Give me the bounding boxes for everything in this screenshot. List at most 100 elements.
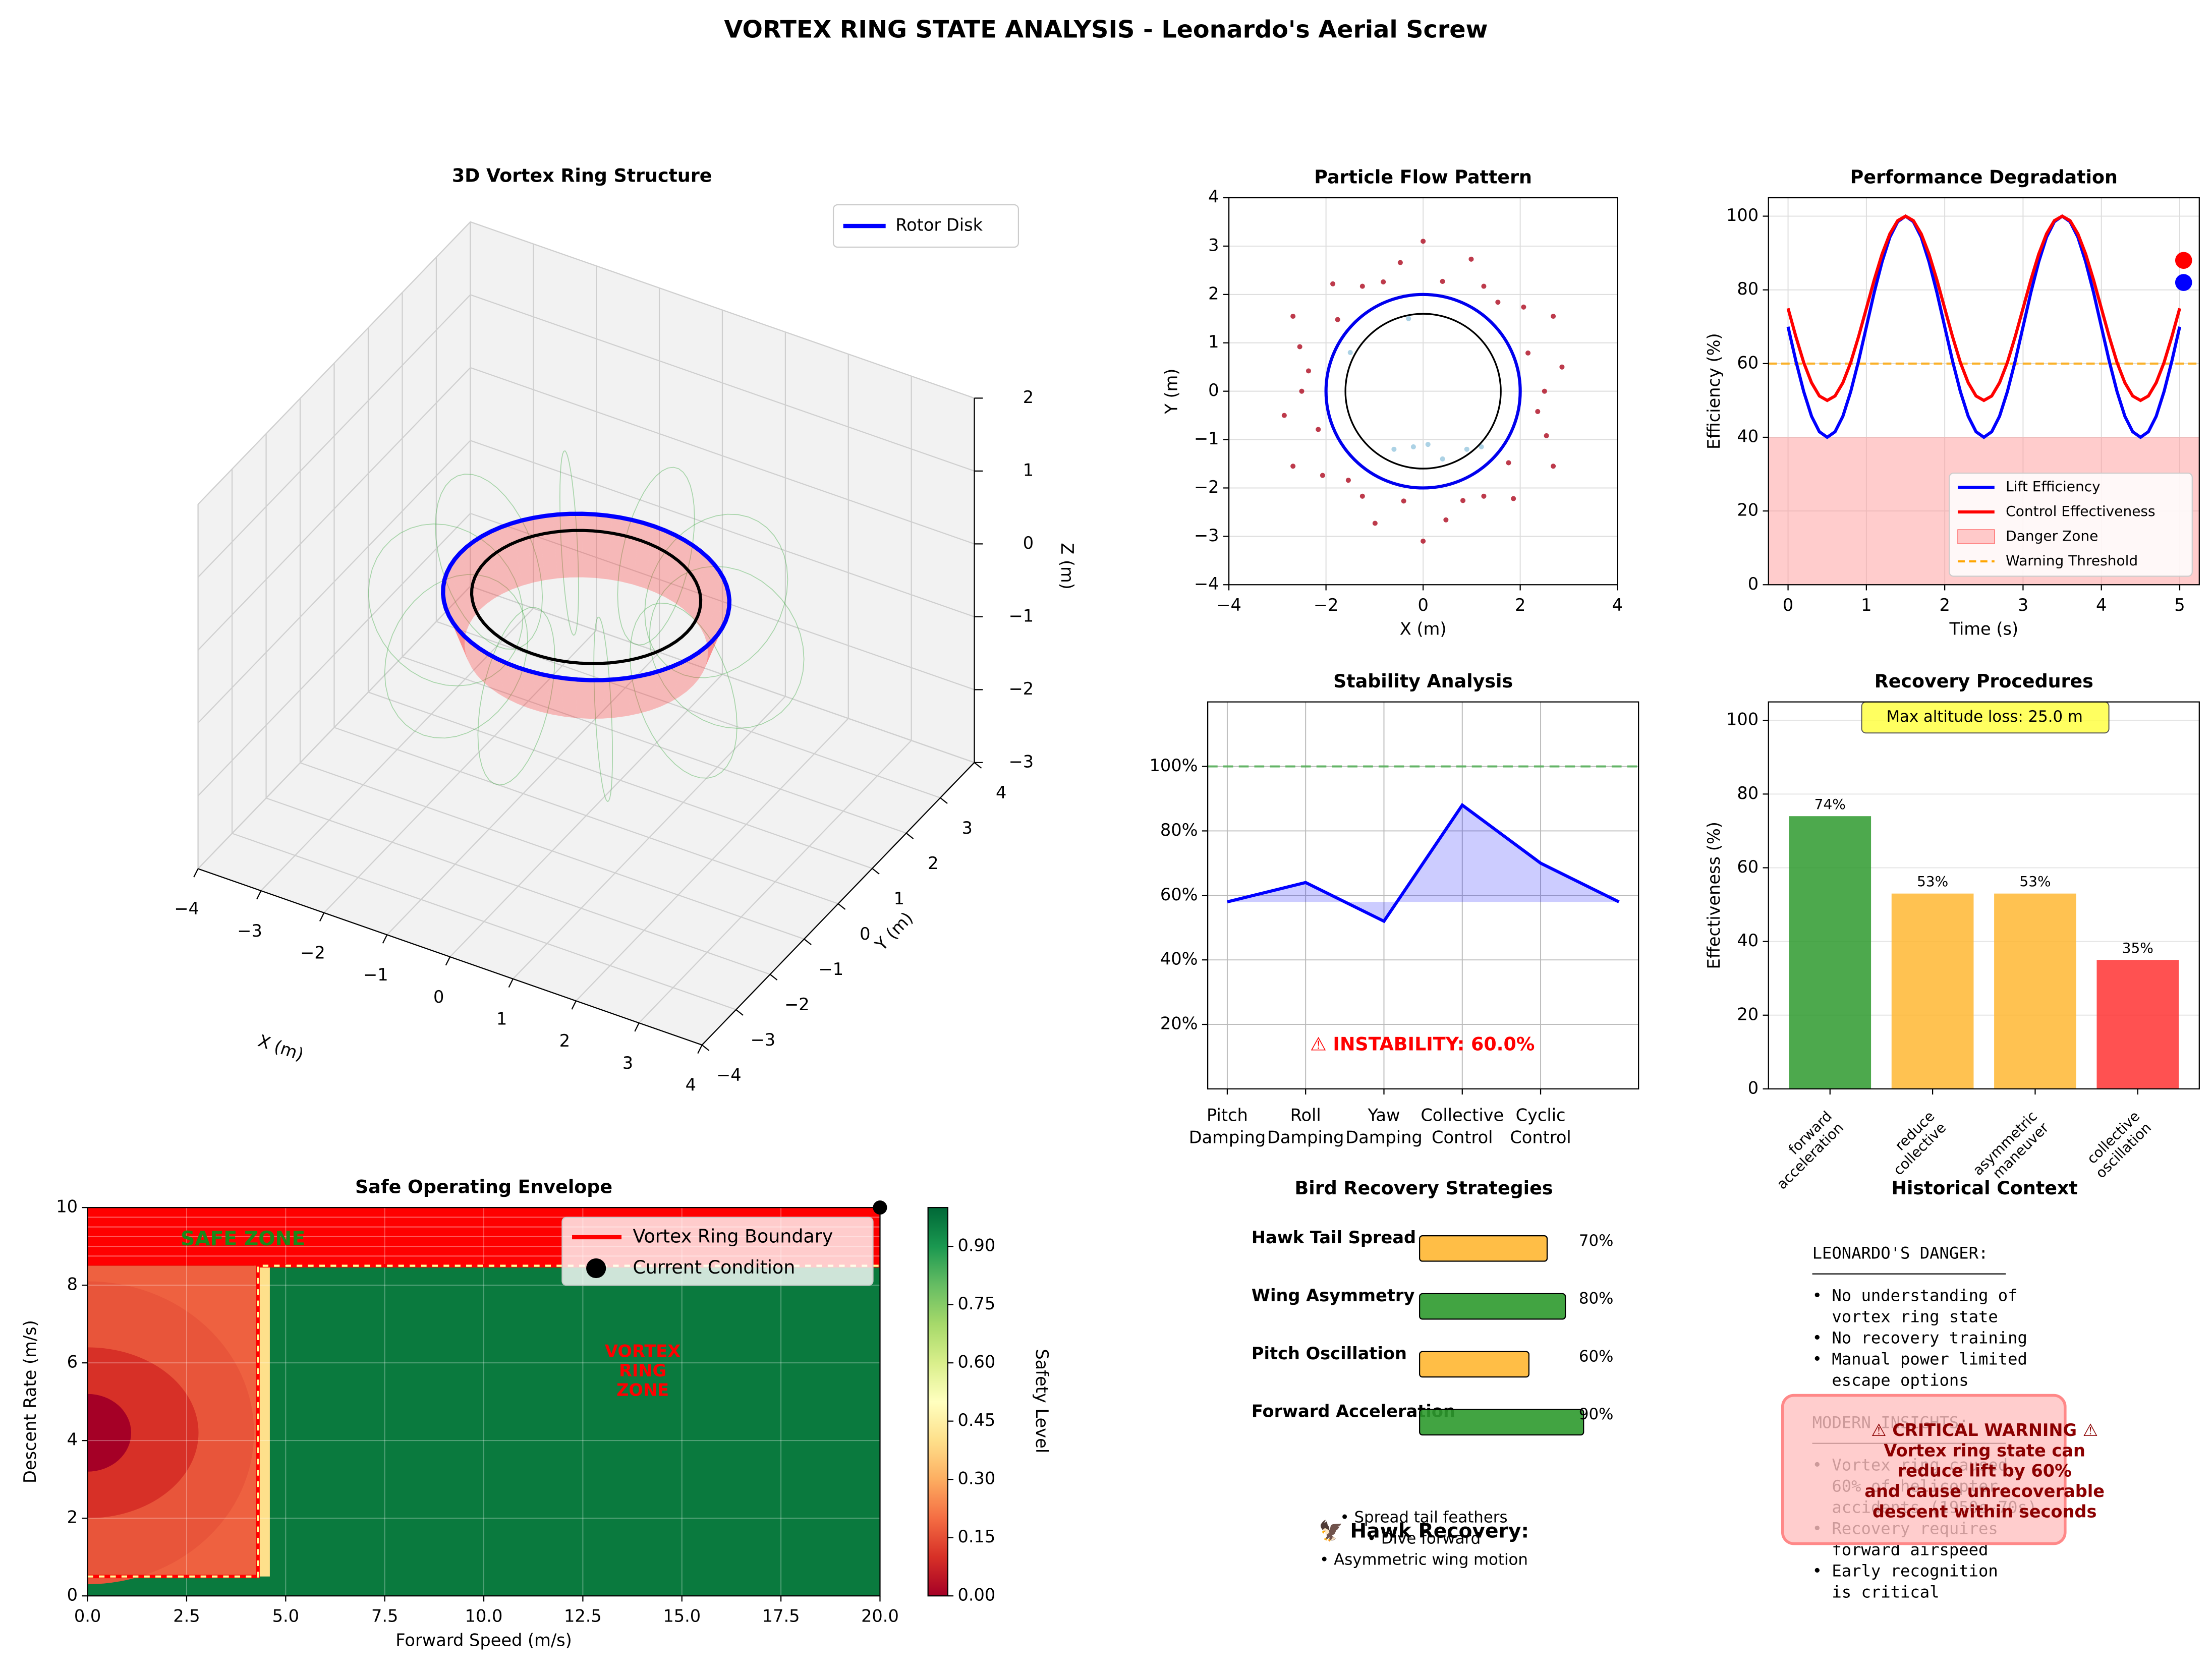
text-line: RING xyxy=(619,1360,666,1380)
y-tick-label: 60 xyxy=(1737,353,1759,372)
y-tick-label: −3 xyxy=(751,1030,776,1050)
particle xyxy=(1481,493,1487,499)
x-tick-label: 2 xyxy=(559,1031,570,1051)
particle xyxy=(1299,388,1304,394)
particle xyxy=(1421,538,1426,544)
vortex-sheet xyxy=(704,582,728,643)
particle xyxy=(1391,446,1397,452)
annotation: ⚠ INSTABILITY: 60.0% xyxy=(1310,1033,1535,1055)
y-tick xyxy=(769,973,778,980)
vortex-sheet xyxy=(639,670,661,714)
y-tick-label: 4 xyxy=(1208,187,1219,207)
axes-title: Performance Degradation xyxy=(1850,166,2118,188)
legend-box xyxy=(1949,472,2193,577)
vortex-sheet xyxy=(518,667,540,712)
streamline xyxy=(435,474,543,650)
x-tick xyxy=(697,1045,703,1054)
streamline xyxy=(644,513,788,678)
context-line: is critical xyxy=(1812,1583,1940,1602)
text-line: ZONE xyxy=(616,1380,669,1400)
colorbar-label: Safety Level xyxy=(1032,1349,1052,1453)
grid-line xyxy=(470,294,975,472)
x-tick-label: 15.0 xyxy=(663,1606,701,1626)
axis-line xyxy=(701,762,975,1046)
z-tick-label: −1 xyxy=(1009,606,1034,625)
x-tick-label: Roll Damping xyxy=(1267,1105,1344,1147)
particle xyxy=(1359,493,1365,499)
axes-title: 3D Vortex Ring Structure xyxy=(452,165,712,187)
axes-title: Stability Analysis xyxy=(1333,670,1513,692)
z-tick-label: 2 xyxy=(1023,387,1034,407)
vortex-sheet xyxy=(477,533,502,599)
x-tick-label: 7.5 xyxy=(371,1606,398,1626)
legend-label: Control Effectiveness xyxy=(2006,503,2155,519)
colorbar-tick-label: 0.00 xyxy=(957,1585,995,1605)
vortex-sheet xyxy=(699,625,724,679)
text-line: Collective xyxy=(1421,1105,1504,1125)
text-line: and cause unrecoverable xyxy=(1864,1481,2105,1501)
x-tick xyxy=(382,934,388,944)
x-tick-label: 0 xyxy=(433,987,444,1007)
vortex-sheet xyxy=(589,680,605,719)
x-tick-label: Cyclic Control xyxy=(1510,1105,1571,1147)
x-tick xyxy=(319,912,325,922)
x-tick-label: Pitch Damping xyxy=(1189,1105,1266,1147)
context-line: vortex ring state xyxy=(1812,1307,1998,1326)
grid-line xyxy=(197,586,471,870)
x-tick-label: Yaw Damping xyxy=(1345,1105,1422,1147)
hawk-item: • Spread tail feathers xyxy=(1340,1509,1508,1527)
vortex-sheet xyxy=(701,574,725,636)
grid-line xyxy=(368,691,873,869)
bar-category: Hawk Tail Spread xyxy=(1252,1228,1416,1247)
vortex-sheet xyxy=(457,628,483,681)
y-tick xyxy=(940,797,948,804)
vortex-sheet xyxy=(602,679,620,719)
text-line: Damping xyxy=(1267,1127,1344,1147)
particle xyxy=(1401,498,1406,504)
bar-category: Wing Asymmetry xyxy=(1252,1286,1415,1305)
y-tick-label: 8 xyxy=(67,1275,78,1294)
particle xyxy=(1440,278,1445,284)
series-line xyxy=(1227,802,1620,923)
grid-line xyxy=(266,797,770,975)
vortex-sheet xyxy=(482,650,507,699)
particle xyxy=(1320,473,1325,478)
x-tick-label: 17.5 xyxy=(762,1606,800,1626)
y-tick-label: 60% xyxy=(1160,885,1198,904)
colorbar-tick-label: 0.60 xyxy=(957,1352,995,1372)
value-label: 80% xyxy=(1579,1290,1613,1308)
x-tick xyxy=(634,1022,640,1032)
figure-title: VORTEX RING STATE ANALYSIS - Leonardo's … xyxy=(724,16,1488,44)
particle xyxy=(1481,283,1487,289)
y-tick xyxy=(974,762,982,769)
text-line: Pitch xyxy=(1207,1105,1248,1125)
x-tick xyxy=(571,1000,577,1010)
value-label: 53% xyxy=(1917,873,1948,890)
vortex-sheet xyxy=(650,666,674,711)
axes-frame xyxy=(1228,197,1618,586)
y-tick-label: 80% xyxy=(1160,820,1198,840)
x-tick-label: 0 xyxy=(1783,595,1793,615)
particle xyxy=(1460,498,1466,503)
z-tick-label: 0 xyxy=(1023,533,1034,553)
colorbar-tick-label: 0.30 xyxy=(957,1469,995,1488)
current-marker xyxy=(2175,252,2192,269)
zone-label: VORTEX RING ZONE xyxy=(605,1341,680,1400)
y-tick-label: −1 xyxy=(819,959,844,979)
particle xyxy=(1297,344,1302,350)
text-line: Control xyxy=(1510,1127,1571,1147)
value-label: 74% xyxy=(1814,796,1846,813)
x-tick xyxy=(445,956,451,966)
y-tick-label: 3 xyxy=(962,818,973,838)
particle xyxy=(1335,317,1340,322)
particle xyxy=(1381,279,1386,284)
vortex-sheet xyxy=(644,526,667,593)
vortex-sheet xyxy=(445,568,470,631)
axes-frame xyxy=(1207,701,1639,1090)
context-line: • No understanding of xyxy=(1812,1286,2018,1305)
bar xyxy=(1891,893,1974,1089)
value-label: 60% xyxy=(1579,1347,1613,1365)
annotation: Max altitude loss: 25.0 m xyxy=(1886,708,2082,726)
text-line: VORTEX xyxy=(605,1341,680,1361)
